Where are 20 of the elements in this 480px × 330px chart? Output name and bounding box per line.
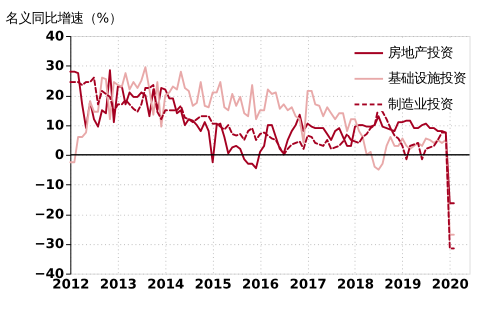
y-tick-label: −20 (34, 208, 64, 223)
x-tick-label: 2020 (432, 277, 469, 292)
y-tick-label: 20 (46, 88, 64, 104)
x-tick-label: 2016 (242, 277, 280, 292)
x-tick-label: 2014 (147, 277, 184, 292)
y-tick-label: 30 (46, 58, 64, 74)
legend-label: 制造业投资 (388, 97, 453, 112)
chart-title: 名义同比增速（%） (6, 12, 122, 27)
y-tick-label: 0 (54, 148, 64, 164)
x-tick-label: 2013 (100, 277, 137, 292)
y-tick-label: −10 (34, 178, 64, 193)
x-tick-label: 2019 (384, 277, 422, 292)
legend-label: 基础设施投资 (388, 72, 466, 87)
x-tick-label: 2015 (194, 277, 232, 292)
legend-label: 房地产投资 (388, 44, 453, 61)
x-tick-label: 2018 (336, 277, 374, 292)
x-tick-label: 2017 (290, 277, 327, 292)
y-tick-label: 40 (46, 29, 64, 44)
y-tick-label: 10 (46, 118, 64, 134)
y-tick-label: −30 (34, 237, 64, 252)
